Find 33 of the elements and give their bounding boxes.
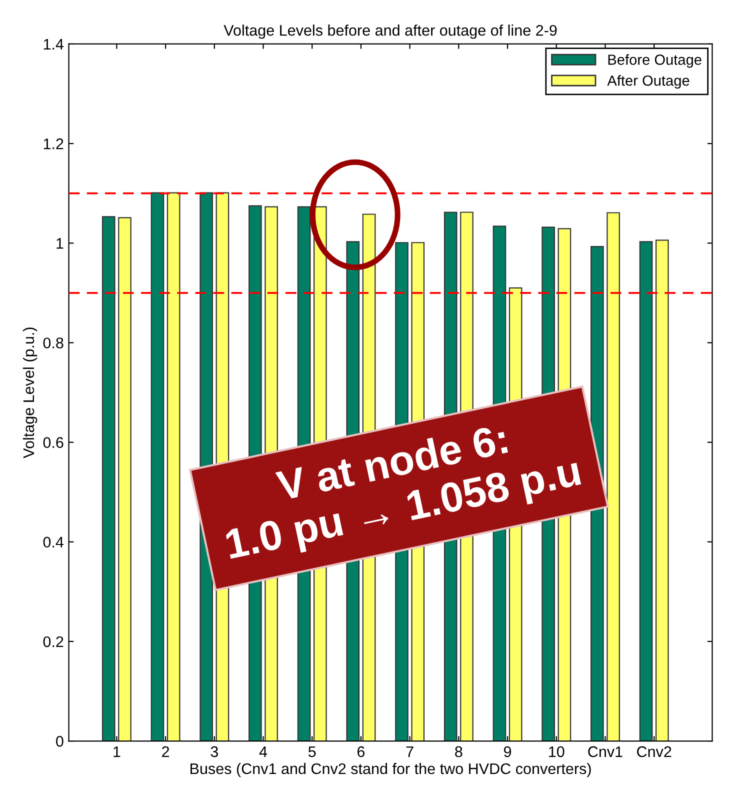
x-tick-label: 3 [210,746,218,758]
x-tick-label: Cnv2 [637,746,672,758]
y-tick-label: 1.2 [44,138,64,150]
x-tick-label: 10 [549,746,564,758]
chart-title: Voltage Levels before and after outage of line 2-9 [224,24,557,39]
legend-label: Before Outage [608,54,702,68]
legend-label: After Outage [607,75,690,89]
x-tick-label: 5 [308,746,316,758]
bar [118,217,132,742]
bar [166,192,180,742]
y-tick-label: 1.4 [44,38,64,50]
bar [102,216,116,742]
y-tick-label: 0.8 [43,338,64,348]
bar [655,240,669,742]
x-tick-label: 9 [504,746,512,758]
bar [150,192,164,742]
x-tick-label: 1 [114,746,120,757]
y-axis-title: Voltage Level (p.u.) [22,328,38,458]
x-tick-label: 7 [406,746,414,757]
x-tick-label: 6 [357,746,365,758]
bar [606,212,620,742]
annotation: V at node 6: 1.0 pu → 1.058 p.u [224,422,583,568]
y-tick-label: 0 [56,736,64,747]
y-tick-label: 0.6 [43,437,64,448]
x-axis-title: Buses (Cnv1 and Cnv2 stand for the two HVDC converters) [190,762,591,778]
y-tick-label: 0.4 [43,536,64,548]
y-tick-label: 0.2 [43,636,64,648]
x-tick-label: Cnv1 [588,746,622,758]
bar [639,241,653,742]
y-tick-label: 1 [56,238,64,249]
x-tick-label: 4 [259,746,268,757]
x-tick-label: 2 [162,746,170,757]
x-tick-label: 8 [455,746,462,758]
